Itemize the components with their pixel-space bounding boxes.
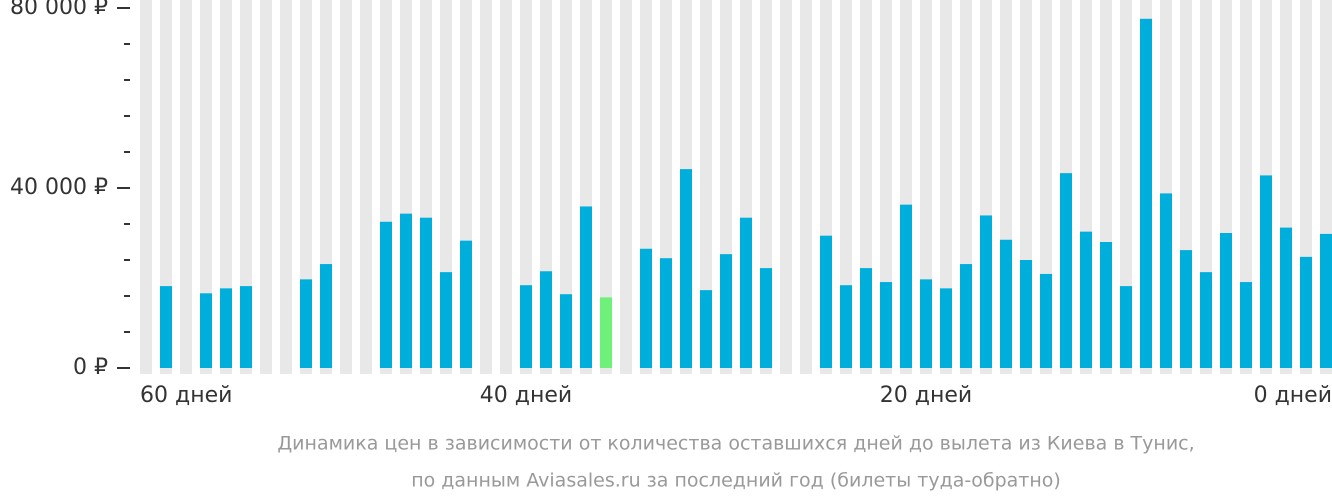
column-bg [880,0,892,374]
bar [760,268,772,368]
column-bg [200,0,212,374]
column-bg [600,0,612,374]
bar [1240,282,1252,368]
bar [420,217,432,368]
bar [1080,231,1092,368]
column-bg [340,0,352,374]
bar [540,271,552,368]
bar [700,290,712,368]
column-bg [240,0,252,374]
bar [400,213,412,368]
column-bg [140,0,152,374]
bar [520,285,532,368]
bar [720,254,732,368]
bar [1160,193,1172,368]
column-bg [260,0,272,374]
bar [220,288,232,368]
bar [820,235,832,368]
caption: по данным Aviasales.ru за последний год … [411,470,1061,492]
bar [940,288,952,368]
x-tick-label: 0 дней [1254,383,1332,408]
bar [300,279,312,368]
column-bg [700,0,712,374]
bar [1280,227,1292,368]
bar [880,282,892,368]
bar [1260,175,1272,368]
bar [920,279,932,368]
x-tick-label: 40 дней [480,383,572,408]
bar [840,285,852,368]
caption: Динамика цен в зависимости от количества… [277,433,1194,455]
column-bg [620,0,632,374]
column-bg [280,0,292,374]
bar [860,268,872,368]
bar [560,294,572,368]
bar [660,258,672,368]
bar [1300,256,1312,368]
bar [1040,273,1052,368]
bar [1140,18,1152,369]
bar [1060,173,1072,368]
bar [1100,242,1112,368]
column-bg [160,0,172,374]
column-bg [1120,0,1132,374]
y-tick-label: 80 000 ₽ [10,0,108,20]
column-bg [1240,0,1252,374]
bar [200,293,212,368]
column-bg [840,0,852,374]
column-bg [780,0,792,374]
bar [320,264,332,368]
bar [380,221,392,368]
column-bg [480,0,492,374]
bar [1320,233,1332,368]
bar [580,206,592,368]
bar [740,217,752,368]
bar [680,169,692,368]
column-bg [360,0,372,374]
bar [640,248,652,368]
bar [1200,272,1212,368]
column-bg [800,0,812,374]
bar [1000,239,1012,368]
column-bg [500,0,512,374]
column-bg [180,0,192,374]
column-bg [520,0,532,374]
y-tick-label: 40 000 ₽ [10,175,108,200]
bar [160,286,172,368]
bar [980,215,992,368]
x-tick-label: 60 дней [140,383,232,408]
bar [1220,233,1232,368]
column-bg [560,0,572,374]
bar [440,272,452,368]
bar [240,286,252,368]
bar [1020,260,1032,368]
bar [1180,250,1192,368]
bar [1120,286,1132,368]
bar [960,264,972,368]
column-bg [220,0,232,374]
bar [600,297,612,368]
y-tick-label: 0 ₽ [73,355,108,380]
column-bg [940,0,952,374]
x-tick-label: 20 дней [880,383,972,408]
bar [460,240,472,368]
bar [900,204,912,368]
